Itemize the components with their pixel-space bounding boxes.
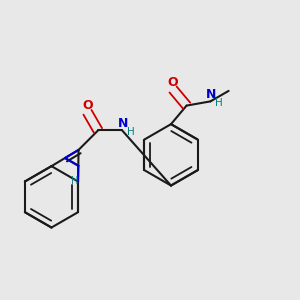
Text: H: H — [215, 98, 223, 108]
Text: H: H — [128, 128, 135, 137]
Text: N: N — [206, 88, 217, 101]
Text: O: O — [167, 76, 178, 89]
Text: N: N — [118, 117, 129, 130]
Text: O: O — [82, 99, 93, 112]
Text: H: H — [71, 176, 78, 186]
